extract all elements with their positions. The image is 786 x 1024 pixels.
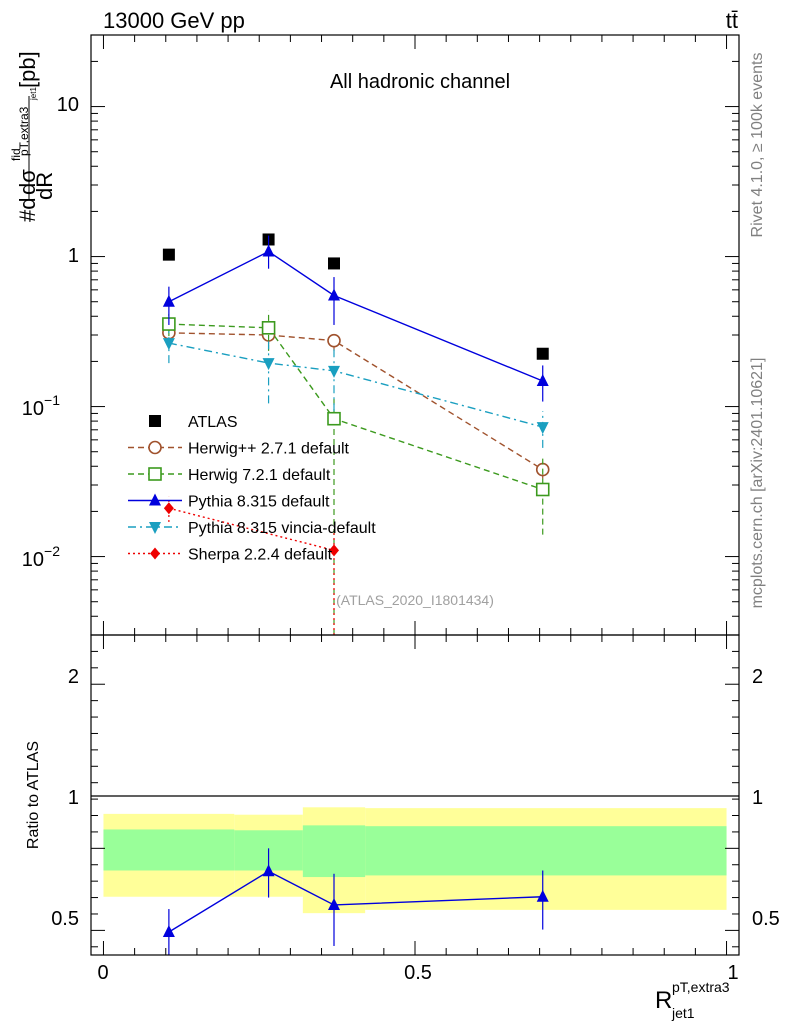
legend-label: Herwig 7.2.1 default	[188, 467, 331, 484]
main-plot-frame	[90, 34, 740, 636]
legend-entry: ATLAS	[149, 414, 238, 431]
svg-text:jet1: jet1	[29, 87, 38, 101]
legend-label: Pythia 8.315 default	[188, 494, 330, 511]
legend-marker	[149, 415, 161, 427]
process-label: tt̄	[726, 8, 738, 33]
data-point	[328, 257, 340, 270]
data-point	[327, 411, 341, 426]
data-point	[535, 482, 550, 497]
x-tick-label-0: 0	[97, 962, 108, 984]
series-sherpa-2-2-4-default	[163, 496, 339, 635]
data-point	[163, 502, 174, 515]
legend: ATLAS Herwig++ 2.7.1 default Herwig 7.2.1 …	[128, 414, 376, 564]
svg-text:pT,extra3: pT,extra3	[672, 979, 730, 995]
ratio-band-inner	[103, 829, 235, 871]
ratio-data-point	[536, 889, 549, 902]
data-point	[261, 321, 276, 335]
analysis-id-label: (ATLAS_2020_I1801434)	[336, 592, 494, 608]
series-line	[168, 507, 335, 552]
data-point	[329, 544, 339, 557]
data-point	[328, 365, 340, 378]
series-atlas	[162, 233, 549, 360]
ratio-y-tick-label-1: 1	[68, 787, 79, 809]
legend-marker	[148, 467, 162, 481]
legend-label: Sherpa 2.2.4 default	[188, 547, 333, 564]
svg-text:pT,extra3: pT,extra3	[17, 106, 31, 156]
legend-marker	[150, 547, 160, 560]
series-line	[168, 323, 543, 491]
x-axis-label: R pT,extra3 jet1	[655, 979, 730, 1021]
data-point	[262, 358, 275, 371]
y-tick-label-1: 1	[68, 245, 79, 267]
legend-entry: Pythia 8.315 vincia-default	[128, 520, 376, 537]
data-point	[327, 333, 341, 348]
main-series-layer	[162, 233, 550, 635]
rivet-version-label: Rivet 4.1.0, ≥ 100k events	[749, 53, 766, 238]
data-point	[328, 288, 340, 301]
svg-text:dσ: dσ	[15, 169, 40, 195]
main-axis-ticks	[91, 34, 739, 636]
ratio-y-tick-label-right-2: 2	[752, 666, 763, 688]
y-tick-label-10: 10	[57, 94, 79, 116]
legend-entry: Herwig 7.2.1 default	[128, 467, 331, 484]
series-line	[168, 250, 543, 382]
series-pythia-8-315-vincia-default	[162, 327, 549, 448]
data-point	[162, 248, 175, 261]
data-point	[536, 422, 549, 435]
data-point	[262, 244, 275, 257]
svg-text:[pb]: [pb]	[15, 51, 40, 88]
ratio-y-tick-label-0.5: 0.5	[51, 908, 79, 930]
svg-text:jet1: jet1	[671, 1005, 695, 1021]
chart-title: All hadronic channel	[330, 71, 510, 93]
ratio-panel: 0.5 1 2 0.5 1 2 Ratio to ATLAS 0 0.5 1 R…	[25, 634, 780, 1021]
y-tick-label-0.01: 10−2	[22, 543, 60, 571]
legend-marker	[148, 440, 162, 455]
legend-label: Herwig++ 2.7.1 default	[188, 441, 350, 458]
svg-text:#d: #d	[15, 198, 40, 222]
ratio-y-tick-label-2: 2	[68, 666, 79, 688]
series-pythia-8-315-default	[162, 235, 549, 402]
legend-entry: Pythia 8.315 default	[128, 493, 330, 511]
legend-marker	[149, 522, 161, 534]
series-line	[168, 342, 543, 428]
ratio-series-line	[168, 870, 543, 933]
mcplots-label: mcplots.cern.ch [arXiv:2401.10621]	[749, 358, 766, 609]
data-point	[162, 294, 175, 307]
main-panel: All hadronic channel (ATLAS_2020_I180143…	[9, 34, 740, 636]
legend-entry: Herwig++ 2.7.1 default	[128, 441, 350, 458]
ratio-data-point	[262, 864, 275, 877]
series-line	[168, 332, 544, 471]
energy-label: 13000 GeV pp	[103, 8, 245, 33]
ratio-data-point	[162, 925, 175, 938]
legend-label: ATLAS	[188, 414, 238, 431]
ratio-band-inner	[365, 826, 727, 876]
main-y-axis-label: #d dσ fid pT,extra3 jet1 dR [pb]	[9, 51, 57, 222]
svg-text:fid: fid	[9, 148, 23, 161]
ratio-data-point	[328, 897, 340, 910]
y-tick-label-0.1: 10−1	[22, 392, 60, 420]
svg-text:dR: dR	[32, 172, 57, 200]
ratio-y-tick-label-right-0.5: 0.5	[752, 908, 780, 930]
ratio-band-inner	[302, 825, 366, 878]
main-y-tick-labels: 10−2 10−1 1 10	[22, 94, 79, 571]
ratio-series-layer	[162, 848, 549, 955]
legend-entry: Sherpa 2.2.4 default	[128, 547, 333, 564]
data-point	[536, 374, 549, 387]
legend-label: Pythia 8.315 vincia-default	[188, 520, 376, 537]
x-tick-label-0.5: 0.5	[404, 962, 432, 984]
data-point	[536, 347, 549, 360]
svg-text:R: R	[655, 987, 672, 1014]
ratio-y-tick-label-right-1: 1	[752, 787, 763, 809]
legend-marker	[149, 493, 161, 506]
ratio-uncertainty-bands	[103, 807, 727, 914]
ratio-y-axis-label: Ratio to ATLAS	[25, 741, 42, 849]
data-point	[162, 338, 175, 351]
x-tick-label-1: 1	[727, 962, 738, 984]
ratio-axis-ticks	[91, 635, 739, 955]
series-herwig-7-2-1-default	[162, 310, 550, 635]
